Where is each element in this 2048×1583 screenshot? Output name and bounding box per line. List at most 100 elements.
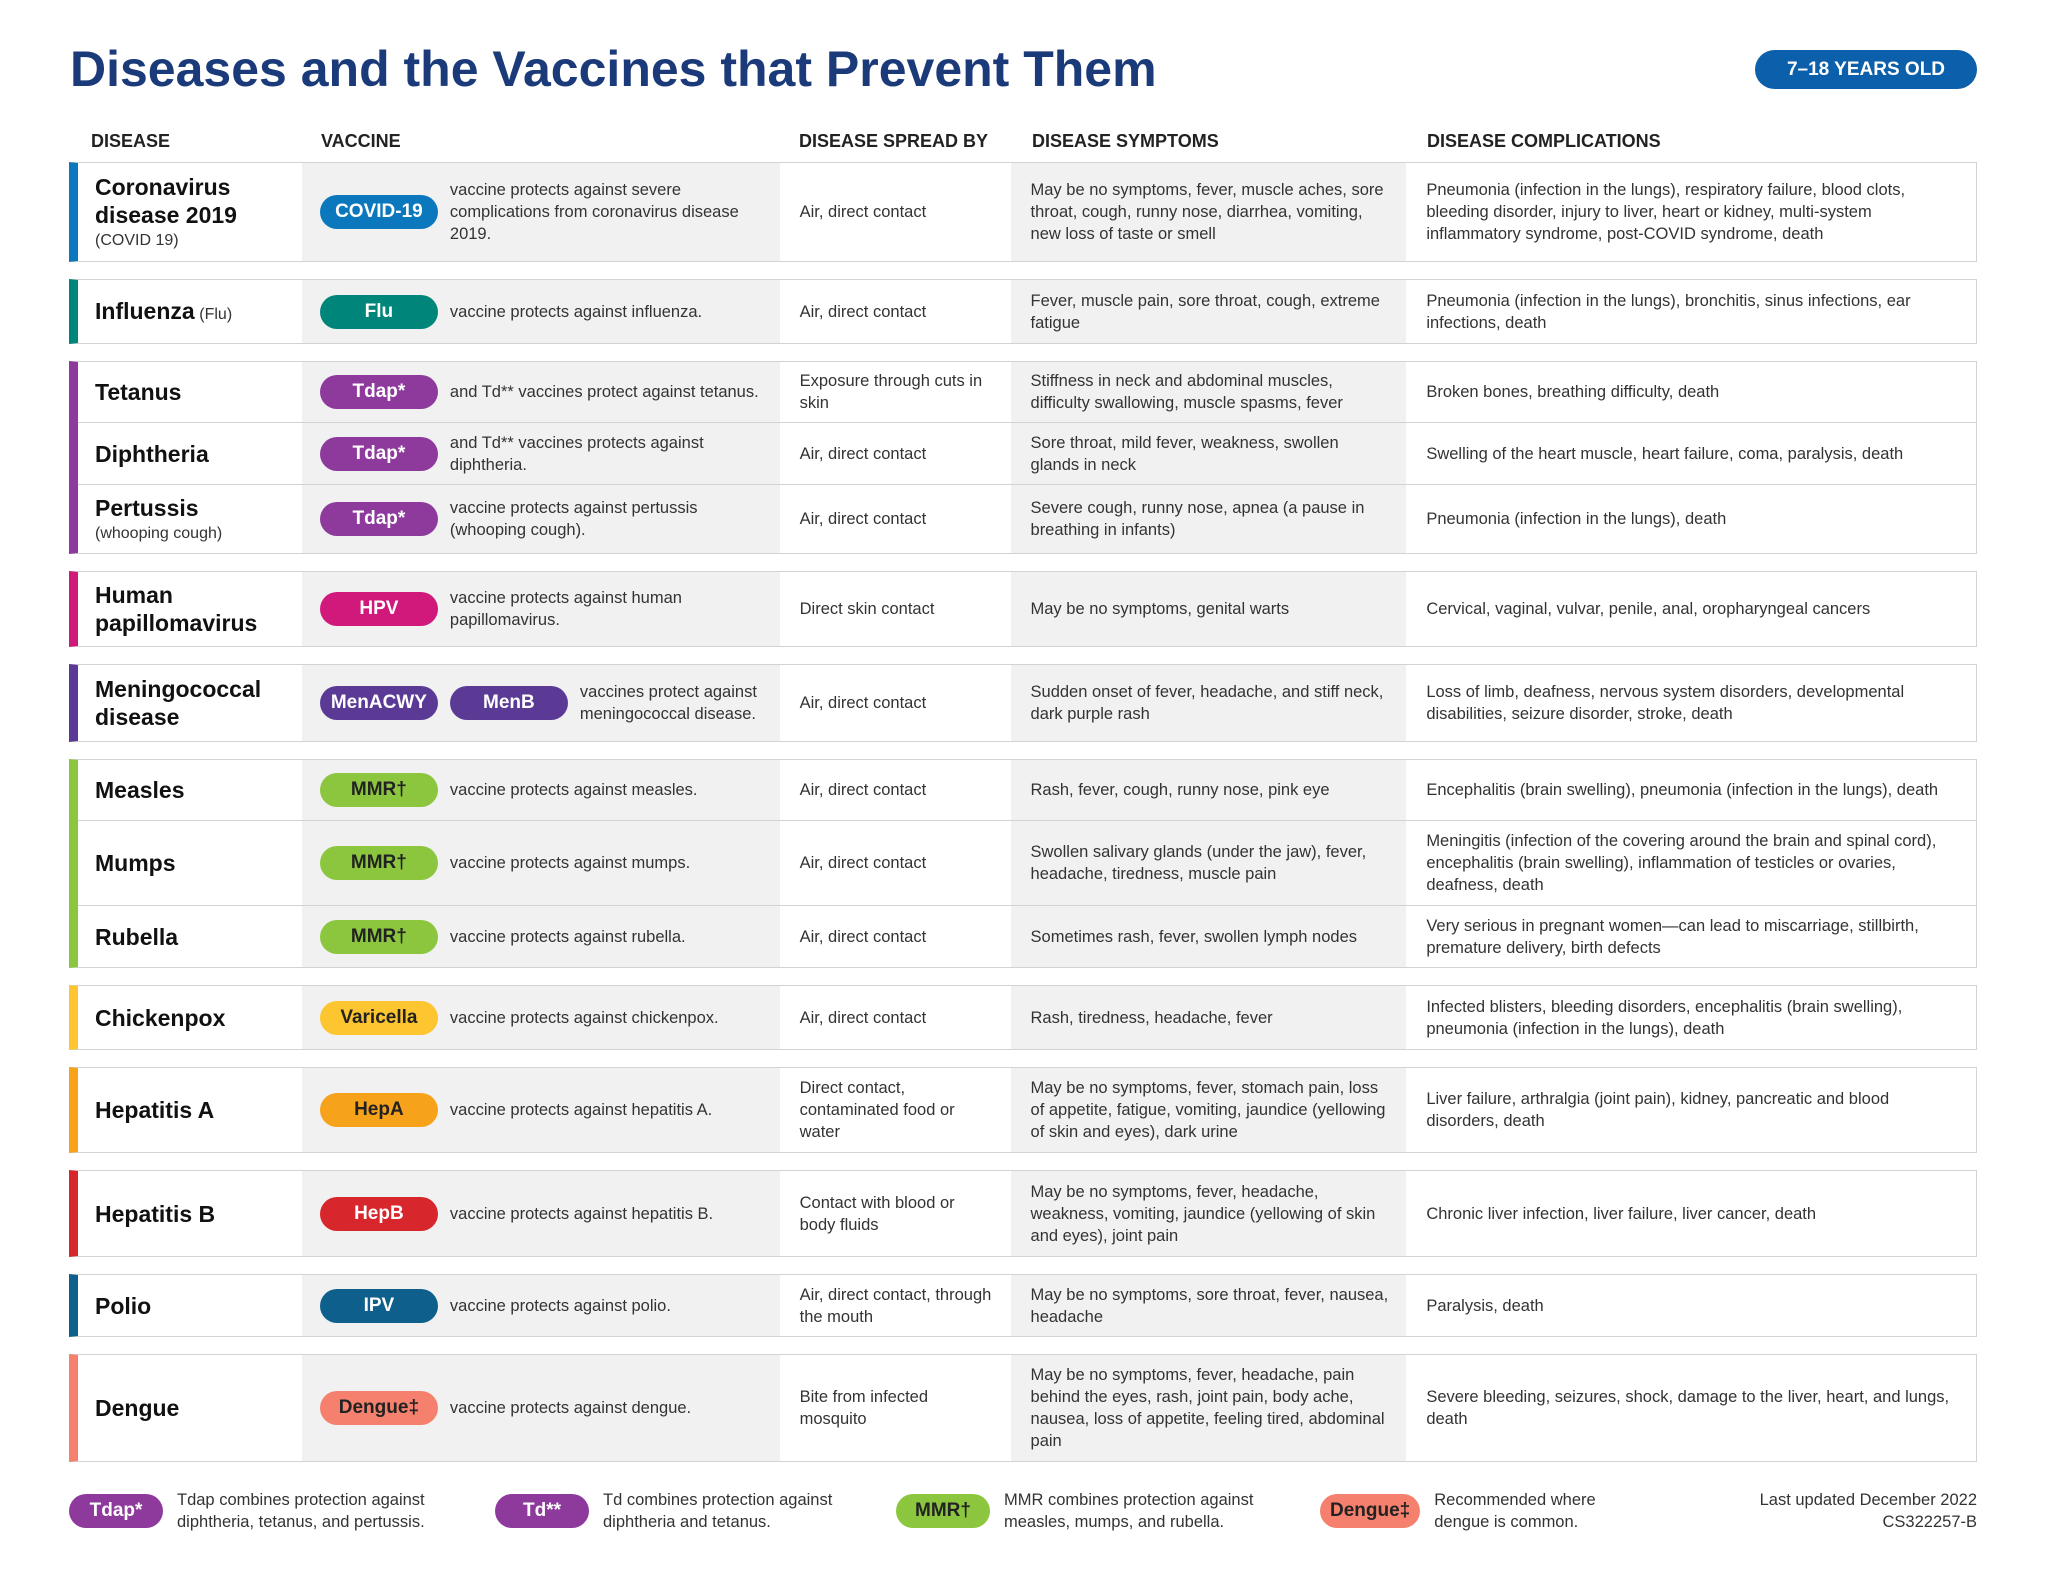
symptoms: Sudden onset of fever, headache, and sti…: [1010, 665, 1407, 741]
vaccine-text: vaccine protects against chickenpox.: [449, 1008, 719, 1027]
disease: Polio: [95, 1292, 151, 1320]
vaccine-cell: IPV vaccine protects against polio.: [301, 1275, 780, 1336]
vaccine-badge: MMR†: [319, 846, 438, 880]
disease: Coronavirus disease 2019 (COVID 19): [95, 173, 284, 252]
table-row: Influenza (Flu) Flu vaccine protects again…: [78, 280, 1976, 343]
disease: Human papillomavirus: [95, 581, 284, 637]
vaccine-text: and Td** vaccines protects against dipht…: [449, 433, 704, 474]
symptoms: May be no symptoms, fever, stomach pain,…: [1010, 1068, 1407, 1152]
disease-name: Pertussis: [95, 494, 199, 521]
row-group: Measles MMR† vaccine protects against meas…: [69, 759, 1977, 968]
spread: Bite from infected mosquito: [799, 1388, 929, 1428]
spread: Air, direct contact, through the mouth: [799, 1285, 992, 1326]
complications: Very serious in pregnant women—can lead …: [1426, 916, 1919, 957]
row-group: Polio IPV vaccine protects against polio. A…: [69, 1274, 1977, 1337]
disease-name: Polio: [95, 1292, 152, 1319]
vaccine-text: vaccines protect against meningococcal d…: [579, 683, 757, 723]
vaccine-badge: Tdap*: [319, 502, 438, 536]
spread: Contact with blood or body fluids: [799, 1193, 955, 1234]
disease-name: Meningococcal disease: [95, 676, 262, 730]
vaccine-badge: MMR†: [319, 773, 438, 807]
vaccine-cell: Tdap* and Td** vaccines protects against …: [301, 423, 780, 484]
complications: Severe bleeding, seizures, shock, damage…: [1426, 1388, 1950, 1428]
disease-cell: Diphtheria: [78, 423, 302, 484]
spread: Air, direct contact: [799, 444, 927, 463]
disease-name: Dengue: [95, 1395, 180, 1421]
disease-name: Rubella: [95, 923, 179, 950]
disease-name: Mumps: [95, 850, 176, 876]
vaccine-text: vaccine protects against measles.: [449, 781, 698, 799]
vaccine-badge: Dengue‡: [319, 1391, 438, 1425]
vaccine-cell: Tdap* vaccine protects against pertussis …: [301, 485, 780, 553]
vaccine-text: vaccine protects against human papilloma…: [449, 589, 682, 629]
footnote-badge: MMR†: [896, 1494, 990, 1528]
disease-cell: Influenza (Flu): [78, 280, 302, 343]
vaccine-cell: Flu vaccine protects against influenza.: [301, 280, 780, 343]
vaccine-cell: Tdap* and Td** vaccines protect against t…: [301, 362, 780, 422]
symptoms: Rash, tiredness, headache, fever: [1010, 986, 1407, 1049]
row-group: Influenza (Flu) Flu vaccine protects again…: [69, 279, 1977, 344]
table-row: Measles MMR† vaccine protects against meas…: [78, 760, 1976, 820]
complications: Pneumonia (infection in the lungs), bron…: [1426, 291, 1911, 332]
vaccine-badge: MenACWY: [319, 686, 438, 720]
vaccine-text: vaccine protects against hepatitis B.: [449, 1204, 714, 1223]
disease-cell: Measles: [78, 760, 302, 820]
table-row: Human papillomavirus HPV vaccine protects …: [78, 572, 1976, 646]
table-row: Rubella MMR† vaccine protects against rube…: [78, 905, 1976, 967]
spread: Direct skin contact: [799, 600, 935, 618]
disease-cell: Dengue: [78, 1355, 302, 1461]
row-group: Chickenpox Varicella vaccine protects agai…: [69, 985, 1977, 1050]
row-group: Tetanus Tdap* and Td** vaccines protect ag…: [69, 361, 1977, 554]
spread: Air, direct contact: [799, 854, 927, 872]
vaccine-text: vaccine protects against severe complica…: [449, 181, 739, 243]
vaccine-badge: COVID-19: [319, 195, 438, 229]
vaccine-badge: HepB: [319, 1196, 438, 1231]
row-group: Human papillomavirus HPV vaccine protects …: [69, 571, 1977, 647]
footnote-badge: Tdap*: [69, 1494, 163, 1528]
spread: Air, direct contact: [799, 302, 927, 321]
footnote: Dengue‡ Recommended where dengue is commo…: [1320, 1489, 1634, 1533]
vaccine-badge: MMR†: [319, 919, 438, 954]
vaccine-cell: Dengue‡ vaccine protects against dengue.: [301, 1355, 780, 1461]
footnote: Tdap* Tdap combines protection against di…: [69, 1489, 477, 1533]
complications: Meningitis (infection of the covering ar…: [1426, 832, 1937, 894]
symptoms: May be no symptoms, sore throat, fever, …: [1010, 1275, 1407, 1336]
column-header: DISEASE COMPLICATIONS: [1427, 131, 1661, 151]
disease-cell: Rubella: [78, 906, 302, 967]
disease: Diphtheria: [95, 440, 209, 468]
table-row: Dengue Dengue‡ vaccine protects against de…: [78, 1355, 1976, 1461]
vaccine-cell: MMR† vaccine protects against mumps.: [301, 821, 780, 905]
disease-cell: Chickenpox: [78, 986, 302, 1049]
vaccine-text: vaccine protects against influenza.: [449, 302, 703, 321]
vaccine-badge: HPV: [319, 592, 438, 626]
disease-note: (Flu): [199, 306, 233, 323]
updated: Last updated December 2022: [1759, 1491, 1977, 1509]
disease: Pertussis (whooping cough): [95, 494, 284, 545]
disease-name: Measles: [95, 777, 185, 803]
table-row: Pertussis (whooping cough) Tdap* vaccine p…: [78, 484, 1976, 553]
footnote-text: Tdap combines protection against diphthe…: [177, 1491, 425, 1531]
complications: Cervical, vaginal, vulvar, penile, anal,…: [1426, 600, 1871, 618]
symptoms: Sometimes rash, fever, swollen lymph nod…: [1010, 906, 1407, 967]
disease-cell: Human papillomavirus: [78, 572, 302, 646]
column-header: DISEASE SYMPTOMS: [1032, 131, 1219, 151]
disease-cell: Mumps: [78, 821, 302, 905]
vaccine-badge: Varicella: [319, 1000, 438, 1035]
disease-name: Influenza: [95, 298, 195, 324]
disease: Chickenpox: [95, 1004, 225, 1032]
vaccine-badge: IPV: [319, 1288, 438, 1323]
row-group: Hepatitis B HepB vaccine protects against …: [69, 1170, 1977, 1257]
complications: Chronic liver infection, liver failure, …: [1426, 1204, 1817, 1223]
vaccine-text: vaccine protects against mumps.: [449, 854, 691, 872]
symptoms: Stiffness in neck and abdominal muscles,…: [1010, 362, 1407, 422]
footnote-badge: Td**: [495, 1494, 589, 1528]
column-header: DISEASE: [91, 131, 171, 151]
complications: Loss of limb, deafness, nervous system d…: [1426, 683, 1905, 723]
row-group: Meningococcal disease MenACWY MenB vaccines…: [69, 664, 1977, 742]
disease: Measles: [95, 776, 185, 804]
vaccine-cell: MMR† vaccine protects against measles.: [301, 760, 780, 820]
disease-cell: Hepatitis B: [78, 1171, 302, 1256]
disease: Influenza (Flu): [95, 297, 232, 326]
row-group: Hepatitis A HepA vaccine protects against …: [69, 1067, 1977, 1153]
